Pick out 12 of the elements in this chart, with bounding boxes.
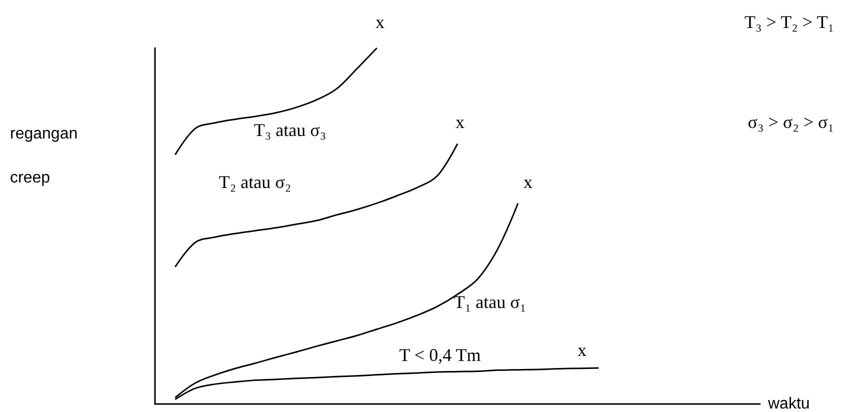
annotation: T₁ atau σ₁	[454, 292, 526, 312]
annotation: T₃ atau σ₃	[254, 120, 326, 140]
annotation: x	[578, 340, 586, 360]
text: x	[376, 12, 384, 32]
annotation: T₂ atau σ₂	[218, 172, 292, 192]
annotation: σ₃ > σ₂ > σ₁	[748, 112, 834, 132]
text: regangan creep	[10, 126, 78, 186]
annotation: x	[524, 172, 532, 192]
x-axis-title: waktu	[767, 396, 810, 412]
text: T₃ > T₂ > T₁	[744, 12, 834, 32]
annotation: T < 0,4 Tm	[399, 345, 481, 365]
annotation: x	[456, 112, 464, 132]
